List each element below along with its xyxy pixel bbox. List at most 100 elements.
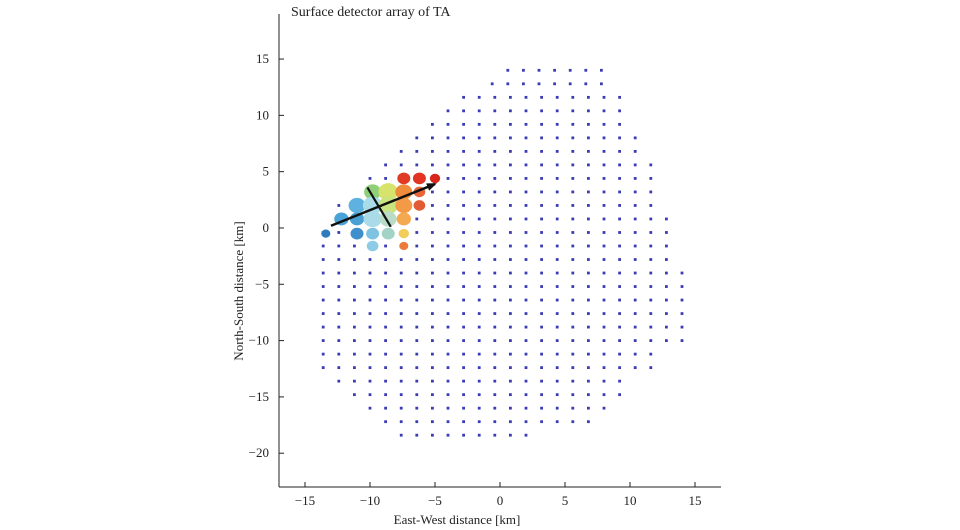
detector-point [571, 285, 575, 288]
detector-point [524, 406, 528, 410]
detector-point [368, 352, 372, 356]
detector-point [602, 109, 606, 113]
detector-point [587, 204, 590, 207]
detector-point [524, 204, 528, 207]
detector-point [540, 190, 543, 194]
detector-point [415, 163, 419, 167]
detector-point [537, 82, 541, 86]
detector-point [665, 312, 668, 315]
detector-point [602, 406, 606, 410]
detector-point [321, 285, 325, 288]
detector-point [602, 204, 606, 207]
detector-point [321, 352, 325, 356]
detector-point [509, 366, 512, 370]
detector-point [509, 433, 512, 437]
detector-point [509, 244, 512, 248]
x-axis-label: East-West distance [km] [394, 512, 521, 527]
detector-point [571, 298, 575, 302]
detector-point [384, 393, 387, 397]
detector-point [477, 406, 481, 410]
detector-point [384, 406, 387, 410]
detector-point [462, 244, 465, 248]
detector-point [431, 393, 434, 397]
detector-point [415, 285, 419, 288]
detector-point [509, 149, 512, 153]
detector-point [524, 109, 528, 113]
detector-point [384, 352, 387, 356]
detector-point [431, 325, 434, 329]
detector-point [524, 298, 528, 302]
detector-point [587, 312, 590, 315]
detector-point [337, 298, 341, 302]
detector-point [553, 68, 556, 72]
detector-point [587, 298, 590, 302]
detector-point [618, 149, 621, 153]
detector-point [462, 298, 465, 302]
detector-point [618, 271, 621, 275]
detector-point [555, 244, 559, 248]
detector-point [509, 136, 512, 140]
detector-point [384, 177, 387, 180]
detector-point [462, 204, 465, 207]
detector-point [446, 217, 450, 221]
detector-point [618, 352, 621, 356]
detector-point [540, 122, 543, 126]
detector-point [571, 379, 575, 383]
detector-point [477, 163, 481, 167]
detector-point [680, 339, 684, 342]
detector-point [618, 190, 621, 194]
detector-point [524, 285, 528, 288]
detector-point [462, 325, 465, 329]
detector-point [633, 271, 637, 275]
detector-point [384, 325, 387, 329]
detector-point [633, 366, 637, 370]
detector-point [587, 136, 590, 140]
detector-point [477, 217, 481, 221]
detector-point [446, 109, 450, 113]
detector-point [509, 204, 512, 207]
detector-point [571, 312, 575, 315]
detector-point [462, 149, 465, 153]
detector-point [618, 258, 621, 261]
detector-point [384, 271, 387, 275]
detector-point [633, 339, 637, 342]
detector-point [493, 339, 497, 342]
detector-point [633, 190, 637, 194]
detector-point [587, 217, 590, 221]
detector-point [462, 366, 465, 370]
y-tick-label: −20 [249, 445, 269, 460]
detector-point [633, 231, 637, 234]
detector-point [415, 366, 419, 370]
detector-point [540, 285, 543, 288]
detector-point [509, 177, 512, 180]
detector-point [571, 366, 575, 370]
detector-point [555, 177, 559, 180]
detector-point [399, 325, 403, 329]
detector-point [384, 258, 387, 261]
detector-point [555, 204, 559, 207]
y-tick-label: 0 [263, 220, 270, 235]
detector-point [524, 244, 528, 248]
detector-point [602, 352, 606, 356]
detector-point [446, 122, 450, 126]
detector-point [509, 312, 512, 315]
detector-point [337, 204, 341, 207]
detector-point [555, 339, 559, 342]
detector-point [524, 312, 528, 315]
detector-point [446, 406, 450, 410]
detector-point [571, 325, 575, 329]
detector-point [509, 109, 512, 113]
detector-point [509, 95, 512, 99]
detector-point [493, 258, 497, 261]
detector-point [368, 406, 372, 410]
detector-point [618, 244, 621, 248]
detector-point [633, 312, 637, 315]
detector-point [509, 217, 512, 221]
detector-point [477, 231, 481, 234]
detector-point [462, 271, 465, 275]
detector-point [321, 298, 325, 302]
detector-point [540, 163, 543, 167]
detector-point [431, 379, 434, 383]
hit-detector-point [378, 183, 398, 201]
detector-point [493, 352, 497, 356]
